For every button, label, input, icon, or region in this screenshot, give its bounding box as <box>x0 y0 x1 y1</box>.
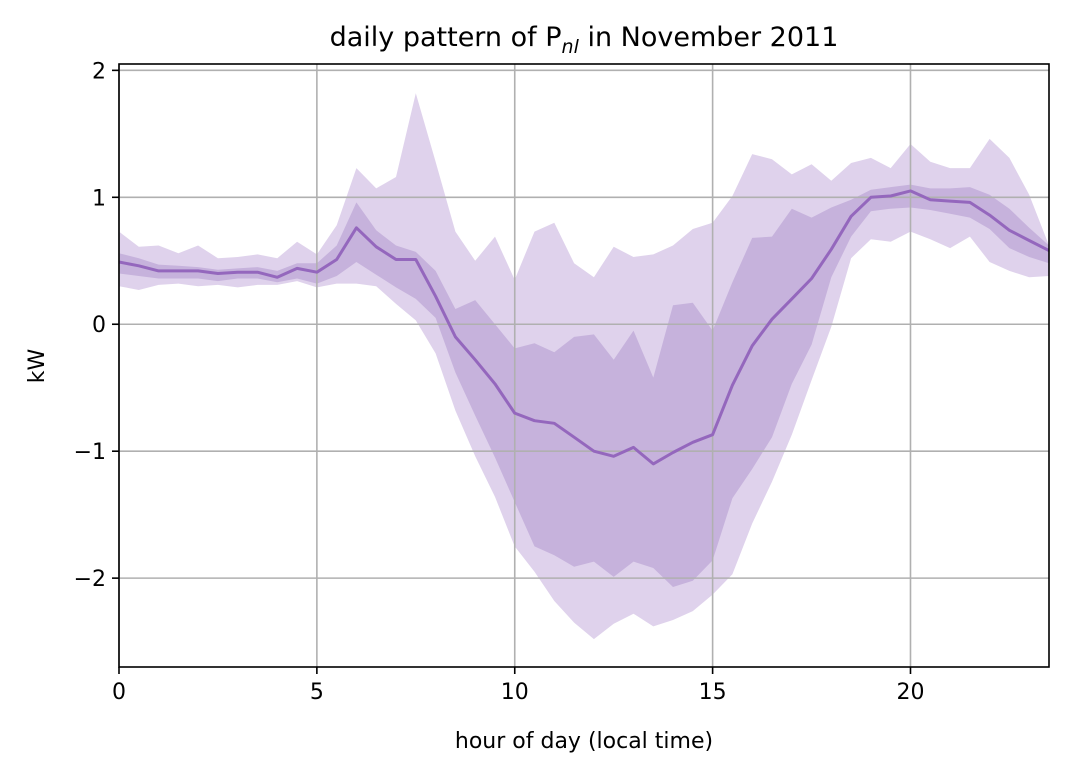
x-tick-label: 15 <box>699 680 727 705</box>
x-axis-label: hour of day (local time) <box>455 729 713 754</box>
y-tick-label: 0 <box>92 313 106 338</box>
inner-band <box>119 184 1049 587</box>
chart-title-subscript: nl <box>562 36 580 58</box>
y-axis-ticks: −2 −1 0 1 2 <box>74 59 119 592</box>
chart-title: daily pattern of Pnl in November 2011 <box>330 22 839 58</box>
chart-title-suffix: in November 2011 <box>579 22 839 53</box>
y-tick-label: 1 <box>92 186 106 211</box>
y-axis-label: kW <box>25 349 50 384</box>
plot-frame <box>118 63 1050 668</box>
line-layer <box>118 189 1050 466</box>
x-tick-label: 0 <box>112 680 126 705</box>
bands-layer <box>119 93 1049 640</box>
median-line <box>118 189 1050 466</box>
x-tick-label: 20 <box>896 680 924 705</box>
y-tick-label: 2 <box>92 59 106 84</box>
y-tick-label: −1 <box>74 440 106 465</box>
x-tick-label: 5 <box>310 680 324 705</box>
chart-title-main: daily pattern of P <box>330 22 562 53</box>
x-axis-ticks: 0 5 10 15 20 <box>112 667 924 705</box>
y-tick-label: −2 <box>74 567 106 592</box>
x-tick-label: 10 <box>501 680 529 705</box>
